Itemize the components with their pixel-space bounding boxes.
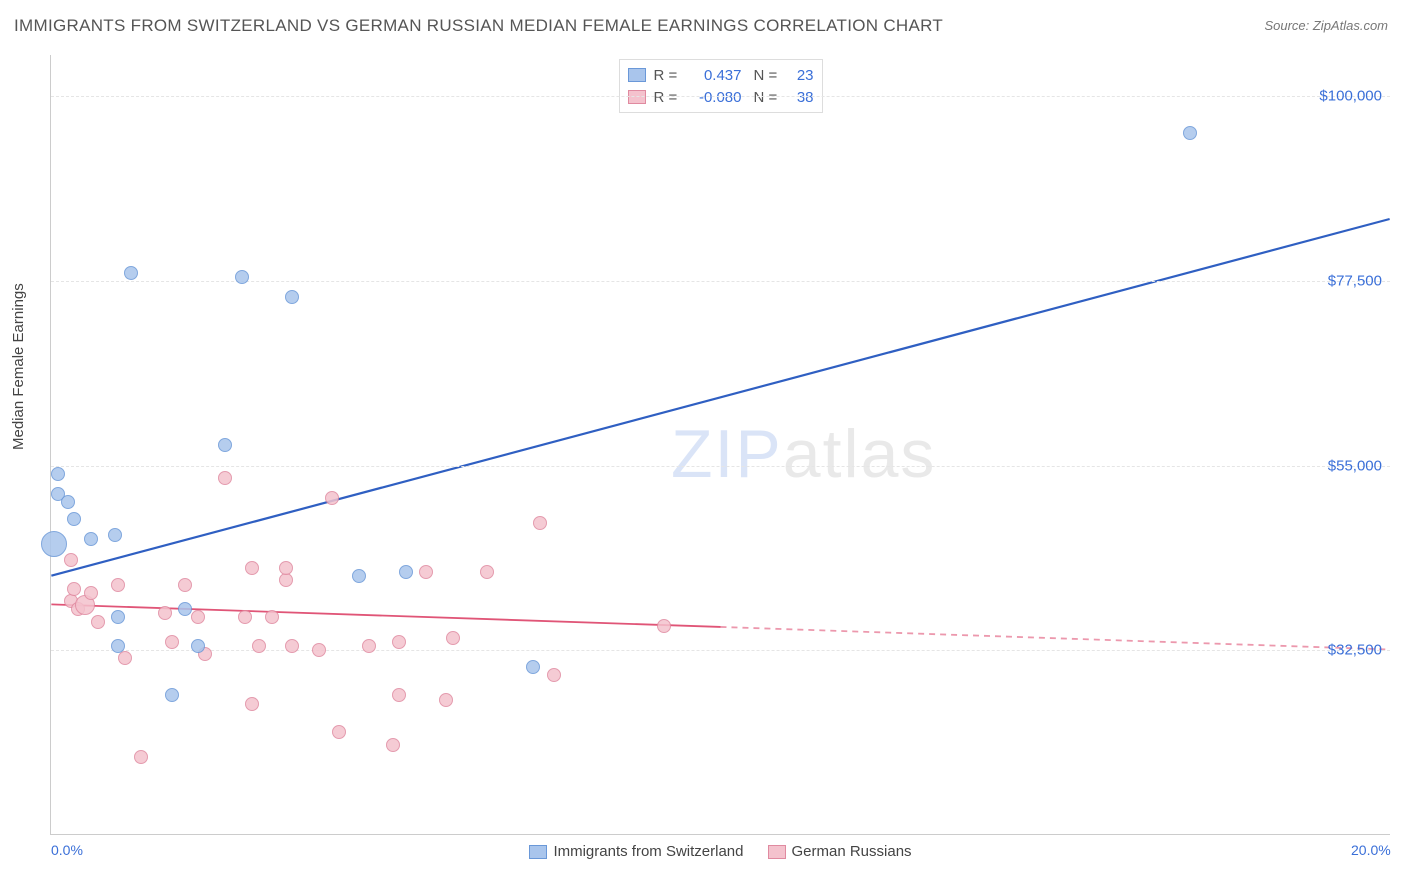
legend-swatch-1: [529, 845, 547, 859]
y-axis-label: Median Female Earnings: [10, 283, 27, 450]
scatter-point: [238, 610, 252, 624]
scatter-point: [41, 531, 67, 557]
legend-series-2: German Russians: [768, 843, 912, 860]
legend-series-2-label: German Russians: [792, 843, 912, 860]
scatter-point: [124, 266, 138, 280]
legend-series: Immigrants from Switzerland German Russi…: [51, 843, 1390, 860]
scatter-point: [392, 688, 406, 702]
scatter-point: [84, 532, 98, 546]
scatter-point: [64, 553, 78, 567]
legend-swatch-2: [768, 845, 786, 859]
scatter-point: [285, 290, 299, 304]
scatter-point: [399, 565, 413, 579]
scatter-point: [386, 738, 400, 752]
scatter-point: [111, 610, 125, 624]
scatter-point: [191, 639, 205, 653]
scatter-point: [165, 635, 179, 649]
scatter-point: [245, 561, 259, 575]
scatter-point: [178, 602, 192, 616]
gridline: [51, 466, 1390, 467]
scatter-point: [218, 471, 232, 485]
scatter-point: [439, 693, 453, 707]
scatter-point: [419, 565, 433, 579]
scatter-point: [67, 582, 81, 596]
y-tick-label: $100,000: [1319, 88, 1382, 105]
scatter-point: [235, 270, 249, 284]
scatter-point: [279, 573, 293, 587]
scatter-point: [111, 578, 125, 592]
scatter-point: [134, 750, 148, 764]
scatter-point: [51, 467, 65, 481]
y-tick-label: $32,500: [1328, 642, 1382, 659]
legend-series-1-label: Immigrants from Switzerland: [553, 843, 743, 860]
scatter-point: [67, 512, 81, 526]
scatter-point: [84, 586, 98, 600]
scatter-point: [265, 610, 279, 624]
scatter-point: [657, 619, 671, 633]
scatter-point: [91, 615, 105, 629]
scatter-point: [252, 639, 266, 653]
scatter-point: [285, 639, 299, 653]
scatter-point: [158, 606, 172, 620]
scatter-point: [279, 561, 293, 575]
gridline: [51, 650, 1390, 651]
chart-title: IMMIGRANTS FROM SWITZERLAND VS GERMAN RU…: [14, 16, 943, 36]
gridline: [51, 281, 1390, 282]
gridline: [51, 96, 1390, 97]
scatter-point: [362, 639, 376, 653]
scatter-point: [165, 688, 179, 702]
scatter-point: [547, 668, 561, 682]
source-label: Source: ZipAtlas.com: [1264, 18, 1388, 33]
scatter-point: [392, 635, 406, 649]
scatter-point: [118, 651, 132, 665]
x-tick-label: 20.0%: [1351, 842, 1391, 858]
scatter-point: [526, 660, 540, 674]
y-tick-label: $55,000: [1328, 457, 1382, 474]
x-tick-label: 0.0%: [51, 842, 83, 858]
scatter-point: [245, 697, 259, 711]
scatter-point: [111, 639, 125, 653]
scatter-point: [1183, 126, 1197, 140]
scatter-point: [352, 569, 366, 583]
scatter-point: [108, 528, 122, 542]
scatter-point: [332, 725, 346, 739]
correlation-scatter-chart: ZIPatlas R = 0.437 N = 23 R = -0.080 N =…: [50, 55, 1390, 835]
trend-lines: [51, 55, 1390, 834]
scatter-point: [533, 516, 547, 530]
scatter-point: [61, 495, 75, 509]
scatter-point: [480, 565, 494, 579]
legend-series-1: Immigrants from Switzerland: [529, 843, 743, 860]
scatter-point: [178, 578, 192, 592]
scatter-point: [312, 643, 326, 657]
scatter-point: [325, 491, 339, 505]
y-tick-label: $77,500: [1328, 272, 1382, 289]
scatter-point: [191, 610, 205, 624]
scatter-point: [218, 438, 232, 452]
scatter-point: [446, 631, 460, 645]
